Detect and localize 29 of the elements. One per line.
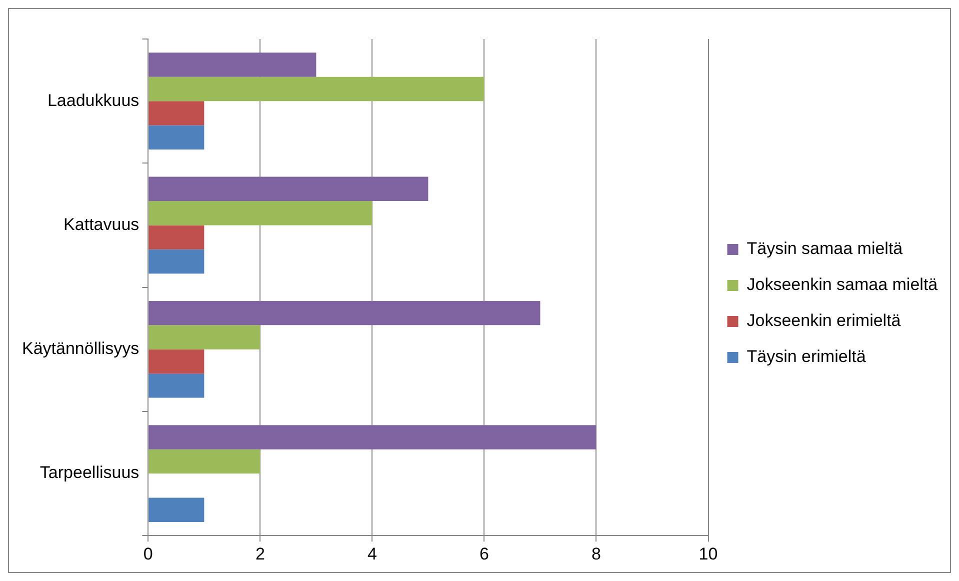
bar <box>148 125 204 150</box>
y-tick-label: Kattavuus <box>64 214 140 234</box>
bar <box>148 201 372 226</box>
bar <box>148 325 260 350</box>
bar <box>148 425 596 450</box>
bar <box>148 101 204 126</box>
x-tick-label: 2 <box>255 544 265 564</box>
legend-label: Täysin samaa mieltä <box>746 239 904 258</box>
y-tick-label: Käytännöllisyys <box>22 339 140 358</box>
y-tick-label: Laadukkuus <box>47 90 140 110</box>
legend-label: Jokseenkin erimieltä <box>746 311 902 330</box>
bar <box>148 374 204 398</box>
y-tick-label: Tarpeellisuus <box>40 463 140 482</box>
bar <box>148 449 260 474</box>
bar <box>148 300 540 326</box>
x-tick-label: 4 <box>367 544 377 564</box>
x-tick-label: 10 <box>698 544 718 564</box>
x-tick-label: 6 <box>479 544 489 564</box>
bar <box>148 176 428 202</box>
bar <box>148 52 316 77</box>
bar <box>148 225 204 250</box>
x-tick-label: 0 <box>143 544 153 564</box>
bar <box>148 76 484 102</box>
bar <box>148 249 204 274</box>
x-tick-label: 8 <box>592 544 601 564</box>
bar <box>148 498 204 522</box>
legend-label: Täysin erimieltä <box>746 347 866 366</box>
bar <box>148 349 204 374</box>
legend-label: Jokseenkin samaa mieltä <box>746 275 938 294</box>
